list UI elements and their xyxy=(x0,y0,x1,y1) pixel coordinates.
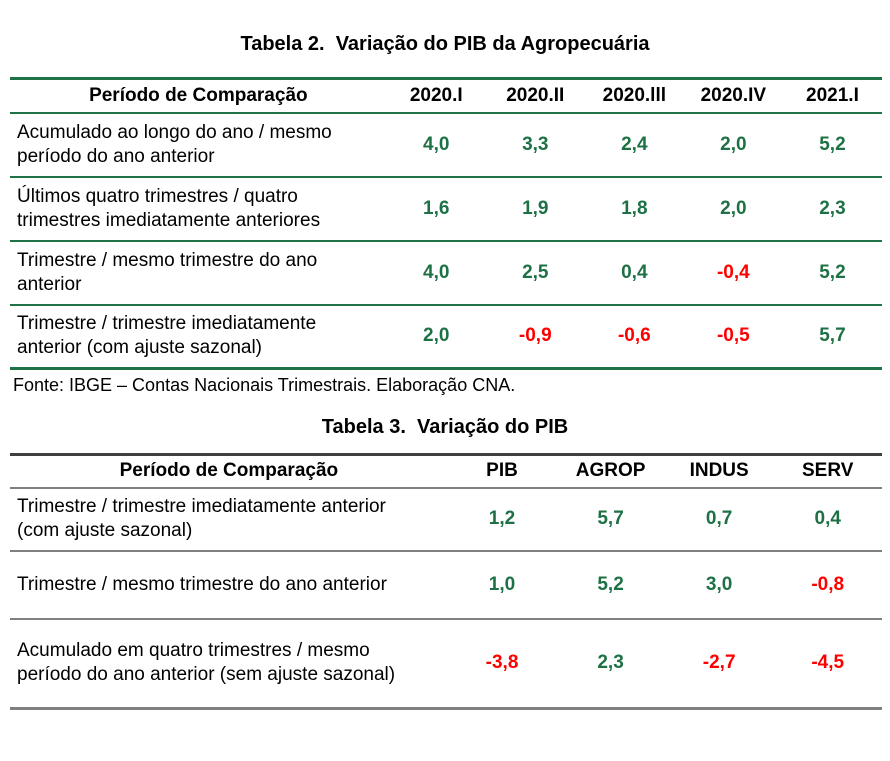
value-cell: 5,7 xyxy=(819,325,846,347)
value-cell: -0,9 xyxy=(518,325,552,347)
value-cell: 5,2 xyxy=(819,133,846,155)
table-row: Trimestre / trimestre imediatamente anter… xyxy=(10,305,882,369)
column-header: 2020.lll xyxy=(602,84,667,106)
column-header: 2020.I xyxy=(409,84,463,106)
column-header: INDUS xyxy=(689,460,749,482)
value-cell: 1,0 xyxy=(488,573,516,595)
table-2-agro-pib: Período de Comparação 2020.I 2020.II 2020.l… xyxy=(10,77,882,370)
value-cell: 5,7 xyxy=(597,508,624,529)
table-row: Últimos quatro trimestres / quatro trimes… xyxy=(10,177,882,241)
value-cell: 0,4 xyxy=(814,508,841,529)
table-3-header-row: Período de Comparação PIB AGROP INDUS SERV xyxy=(10,455,882,488)
value-cell: 2,5 xyxy=(522,261,549,283)
value-cell: -0,5 xyxy=(716,325,750,347)
table-row: Acumulado ao longo do ano / mesmo período… xyxy=(10,113,882,177)
value-cell: -2,7 xyxy=(702,652,736,674)
value-cell: 2,0 xyxy=(720,197,747,219)
table-row: Acumulado em quatro trimestres / mesmo pe… xyxy=(10,619,882,709)
table-row: Trimestre / trimestre imediatamente ante… xyxy=(10,488,882,551)
value-cell: 4,0 xyxy=(423,133,450,155)
value-cell: 1,2 xyxy=(488,508,516,529)
value-cell: 2,3 xyxy=(597,652,624,674)
value-cell: -4,5 xyxy=(811,652,845,674)
column-header: Período de Comparação xyxy=(89,84,308,106)
row-label: Acumulado ao longo do ano / mesmo período… xyxy=(17,121,332,167)
value-cell: 0,4 xyxy=(621,261,648,283)
value-cell: 3,3 xyxy=(522,133,549,155)
table-row: Trimestre / mesmo trimestre do ano anter… xyxy=(10,551,882,619)
value-cell: 4,0 xyxy=(423,261,450,283)
value-cell: 3,0 xyxy=(705,573,733,595)
value-cell: 2,0 xyxy=(720,133,747,155)
value-cell: 5,2 xyxy=(597,573,624,595)
table-row: Trimestre / mesmo trimestre do ano anteri… xyxy=(10,241,882,305)
column-header: Período de Comparação xyxy=(119,460,339,482)
value-cell: -0,8 xyxy=(811,573,845,595)
row-label: Últimos quatro trimestres / quatro trimes… xyxy=(17,185,321,231)
value-cell: 2,4 xyxy=(621,133,648,155)
table-2-title: Tabela 2. Variação do PIB da Agropecuári… xyxy=(240,33,650,55)
table-3-pib-sectors: Período de Comparação PIB AGROP INDUS SERV T… xyxy=(10,453,882,710)
row-label: Acumulado em quatro trimestres / mesmo pe… xyxy=(17,640,396,686)
value-cell: 2,0 xyxy=(423,325,450,347)
table-2-body: Acumulado ao longo do ano / mesmo período… xyxy=(10,113,882,369)
column-header: PIB xyxy=(486,460,518,482)
table-2-header-row: Período de Comparação 2020.I 2020.II 2020.l… xyxy=(10,79,882,113)
value-cell: -0,6 xyxy=(617,325,651,347)
value-cell: -3,8 xyxy=(485,652,519,674)
table-3-body: Trimestre / trimestre imediatamente ante… xyxy=(10,488,882,709)
value-cell: 2,3 xyxy=(819,197,846,219)
table-2-source-note: Fonte: IBGE – Contas Nacionais Trimestra… xyxy=(13,375,516,395)
column-header: SERV xyxy=(802,460,854,482)
row-label: Trimestre / trimestre imediatamente ante… xyxy=(17,496,386,541)
value-cell: 1,8 xyxy=(621,197,648,219)
column-header: AGROP xyxy=(575,460,646,482)
row-label: Trimestre / trimestre imediatamente anter… xyxy=(17,313,317,359)
document-page: Tabela 2. Variação do PIB da Agropecuári… xyxy=(0,33,890,710)
value-cell: 5,2 xyxy=(819,261,846,283)
column-header: 2021.I xyxy=(806,84,859,106)
table-3-title: Tabela 3. Variação do PIB xyxy=(321,416,569,438)
column-header: 2020.II xyxy=(506,84,565,106)
value-cell: 1,9 xyxy=(522,197,549,219)
column-header: 2020.IV xyxy=(700,84,767,106)
row-label: Trimestre / mesmo trimestre do ano anteri… xyxy=(17,249,318,295)
value-cell: -0,4 xyxy=(716,261,750,283)
value-cell: 1,6 xyxy=(423,197,450,219)
row-label: Trimestre / mesmo trimestre do ano anter… xyxy=(17,573,387,595)
value-cell: 0,7 xyxy=(705,508,733,529)
